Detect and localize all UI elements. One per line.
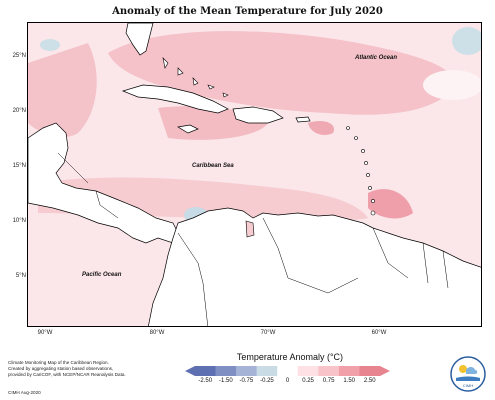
credit-line-3: provided by CariCOF, with NCEP/NCAR Rean… bbox=[8, 372, 126, 377]
cuba-land bbox=[121, 84, 229, 114]
legend-tick: -1.50 bbox=[218, 378, 233, 384]
lake-maracaibo bbox=[245, 220, 255, 238]
temperature-anomaly-map bbox=[27, 22, 482, 327]
jamaica-land bbox=[177, 124, 199, 134]
credit-date: CIMH Aug-2020 bbox=[8, 390, 41, 395]
legend-tick: -0.75 bbox=[239, 378, 254, 384]
legend-tick: 2.50 bbox=[363, 378, 376, 384]
puerto-rico-land bbox=[295, 116, 311, 123]
lat-label-25n: 25°N bbox=[12, 53, 26, 59]
neutral-patch-atlantic bbox=[423, 70, 481, 100]
cool-patch-gulf bbox=[40, 39, 60, 51]
anomaly-patch-lesser-antilles bbox=[368, 189, 413, 219]
legend-swatch bbox=[277, 366, 299, 376]
legend-swatch bbox=[256, 366, 278, 376]
legend-swatch bbox=[236, 366, 257, 376]
lat-label-10n: 10°N bbox=[12, 218, 26, 224]
map-title: Anomaly of the Mean Temperature for July… bbox=[112, 6, 383, 17]
bahamas-islands bbox=[162, 57, 229, 98]
caribbean-sea-label: Caribbean Sea bbox=[192, 163, 234, 169]
credit-line-1: Climate Monitoring Map of the Caribbean … bbox=[8, 360, 109, 365]
florida-land bbox=[125, 23, 154, 56]
map-canvas bbox=[28, 23, 481, 326]
anomaly-patch-pr bbox=[308, 121, 334, 135]
cimh-logo: CIMH bbox=[450, 356, 486, 392]
legend-tick: -2.50 bbox=[198, 378, 213, 384]
lat-label-5n: 5°N bbox=[15, 273, 26, 279]
legend-tick: 0 bbox=[285, 378, 290, 384]
country-borders bbox=[57, 152, 449, 326]
legend-swatch bbox=[195, 366, 216, 376]
atlantic-ocean-label: Atlantic Ocean bbox=[355, 55, 398, 61]
legend-swatch bbox=[215, 366, 237, 376]
cool-patch-atlantic bbox=[452, 27, 481, 55]
legend-swatches bbox=[195, 366, 381, 376]
lon-label-70w: 70°W bbox=[260, 330, 276, 336]
lesser-antilles-islands bbox=[346, 126, 376, 216]
legend-colorbar bbox=[185, 366, 390, 376]
logo-label: CIMH bbox=[463, 383, 473, 388]
lon-label-90w: 90°W bbox=[37, 330, 53, 336]
lat-label-20n: 20°N bbox=[12, 108, 26, 114]
legend-swatch bbox=[297, 366, 319, 376]
central-america-land bbox=[28, 122, 179, 244]
anomaly-patch-gulf bbox=[28, 43, 97, 138]
legend-tick: 1.50 bbox=[343, 378, 355, 384]
pacific-ocean-label: Pacific Ocean bbox=[82, 272, 122, 278]
hispaniola-land bbox=[232, 106, 284, 124]
legend-title: Temperature Anomaly (°C) bbox=[236, 352, 344, 362]
legend-arrow-high bbox=[380, 366, 390, 376]
lat-label-15n: 15°N bbox=[12, 163, 26, 169]
lon-label-60w: 60°W bbox=[371, 330, 387, 336]
credit-text: Climate Monitoring Map of the Caribbean … bbox=[8, 360, 138, 378]
legend-tick: 0.25 bbox=[302, 378, 314, 384]
legend-swatch bbox=[359, 366, 381, 376]
legend-arrow-low bbox=[185, 366, 195, 376]
legend-tick: 0.75 bbox=[322, 378, 335, 384]
legend-swatch bbox=[338, 366, 360, 376]
lon-label-80w: 80°W bbox=[149, 330, 165, 336]
legend-tick: -0.25 bbox=[260, 378, 274, 384]
legend-swatch bbox=[318, 366, 340, 376]
credit-line-2: Created by aggregating station based obs… bbox=[8, 366, 114, 371]
